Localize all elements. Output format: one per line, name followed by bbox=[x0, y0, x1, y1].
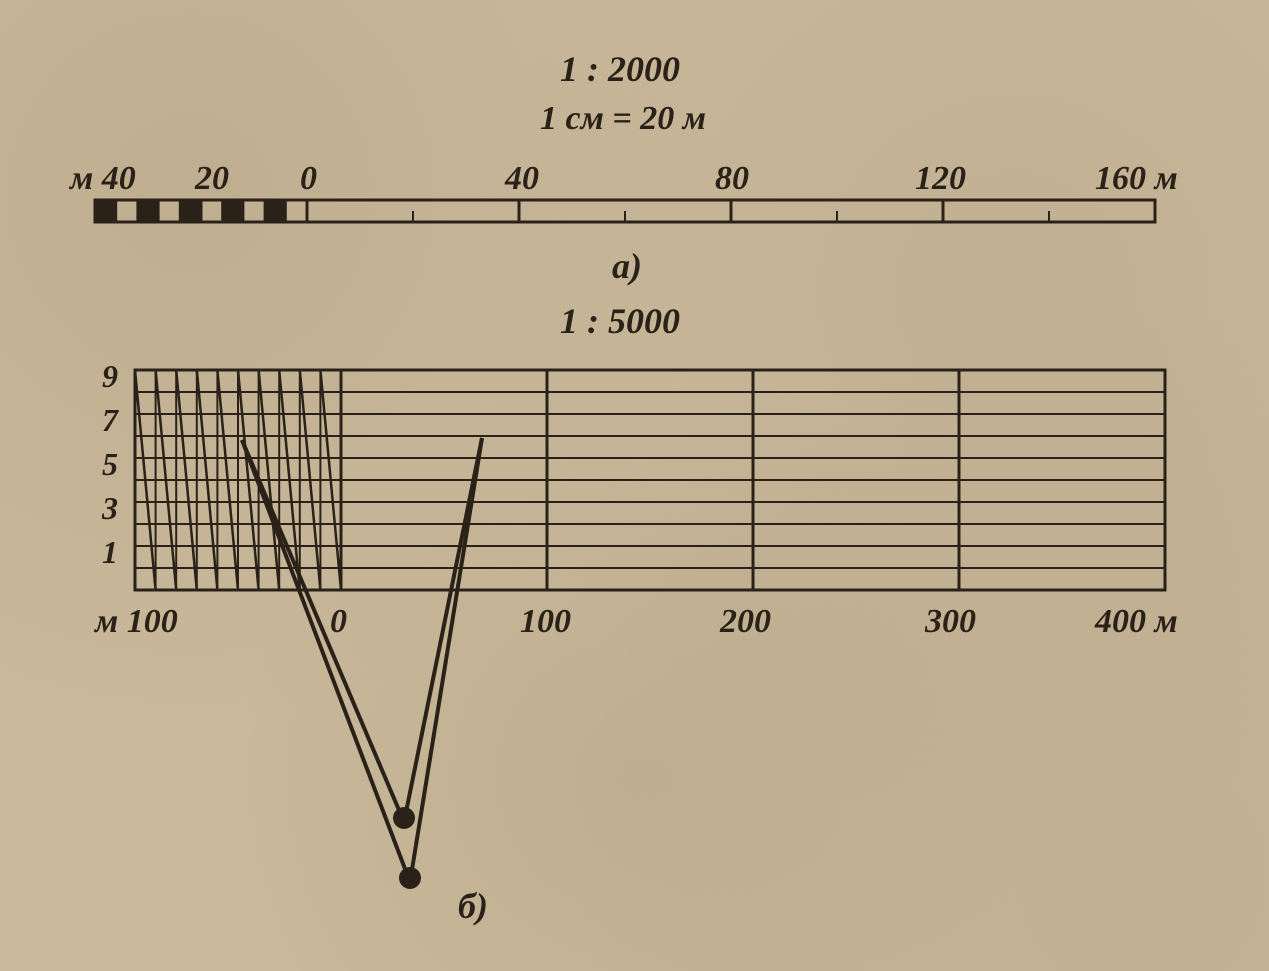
compass-divider bbox=[242, 438, 482, 889]
transversal-scale-b bbox=[0, 0, 1269, 971]
figure-b-sublabel: б) bbox=[458, 885, 488, 927]
figure-page: { "colors": { "ink": "#2a2218", "paper":… bbox=[0, 0, 1269, 971]
